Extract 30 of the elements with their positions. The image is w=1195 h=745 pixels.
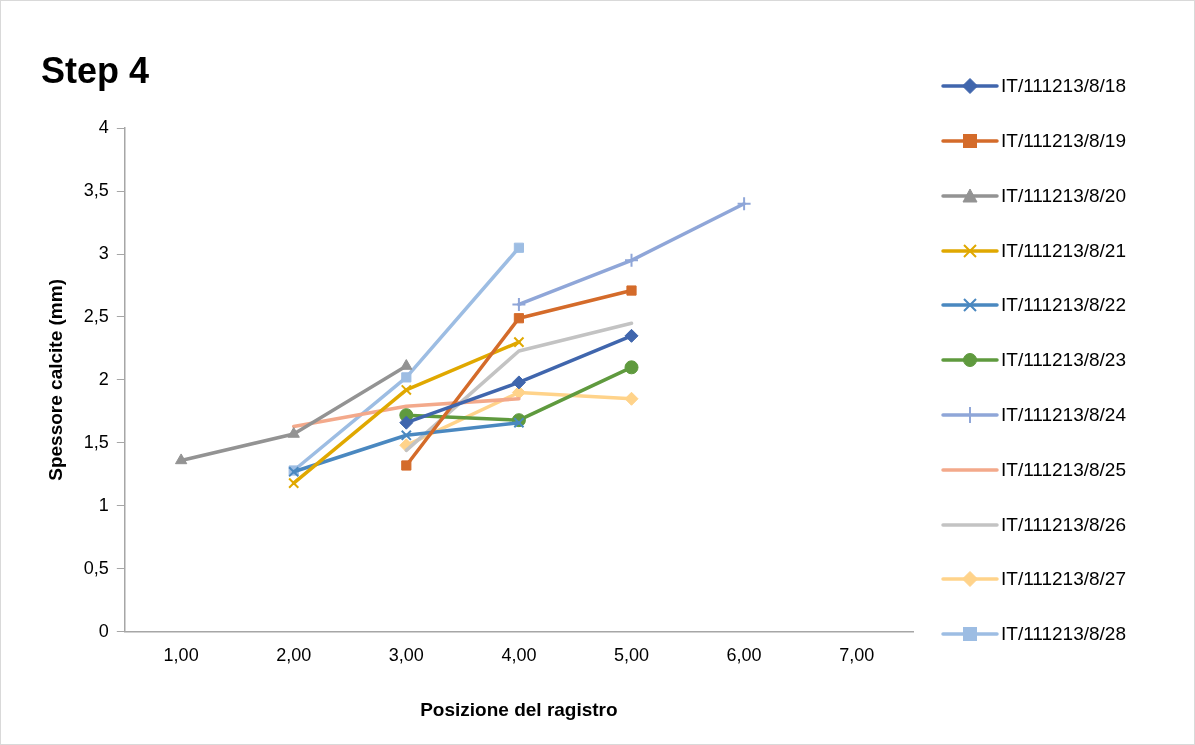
x-axis-title: Posizione del ragistro (420, 698, 618, 720)
y-tick-label: 3 (98, 243, 109, 264)
legend-label: IT/111213/8/26 (1001, 513, 1127, 536)
y-tick-label: 0,5 (83, 557, 109, 578)
legend-label: IT/111213/8/20 (1001, 184, 1127, 207)
y-tick-label: 3,5 (83, 180, 109, 201)
y-tick-label: 4 (98, 117, 109, 138)
y-tick-label: 1,5 (83, 431, 109, 452)
legend-label: IT/111213/8/21 (1001, 239, 1127, 262)
legend-label: IT/111213/8/28 (1001, 623, 1127, 646)
legend-label: IT/111213/8/18 (1001, 75, 1127, 98)
legend-label: IT/111213/8/25 (1001, 458, 1127, 481)
chart-title: Step 4 (41, 49, 150, 91)
legend-label: IT/111213/8/19 (1001, 129, 1127, 152)
x-tick-label: 7,00 (839, 645, 875, 666)
x-tick-label: 3,00 (388, 645, 424, 666)
legend-label: IT/111213/8/23 (1001, 349, 1127, 372)
x-tick-label: 2,00 (276, 645, 312, 666)
legend-label: IT/111213/8/24 (1001, 403, 1127, 426)
legend-label: IT/111213/8/22 (1001, 294, 1127, 317)
x-tick-label: 5,00 (613, 645, 650, 666)
y-axis-title: Spessore calcite (mm) (44, 279, 66, 481)
y-tick-label: 2,5 (83, 305, 109, 326)
x-tick-label: 6,00 (726, 645, 762, 666)
x-tick-label: 4,00 (501, 645, 537, 666)
x-tick-label: 1,00 (163, 645, 199, 666)
y-tick-label: 1 (98, 494, 109, 515)
y-tick-label: 2 (98, 368, 109, 389)
legend-label: IT/111213/8/27 (1001, 568, 1127, 591)
y-tick-label: 0 (98, 620, 109, 641)
